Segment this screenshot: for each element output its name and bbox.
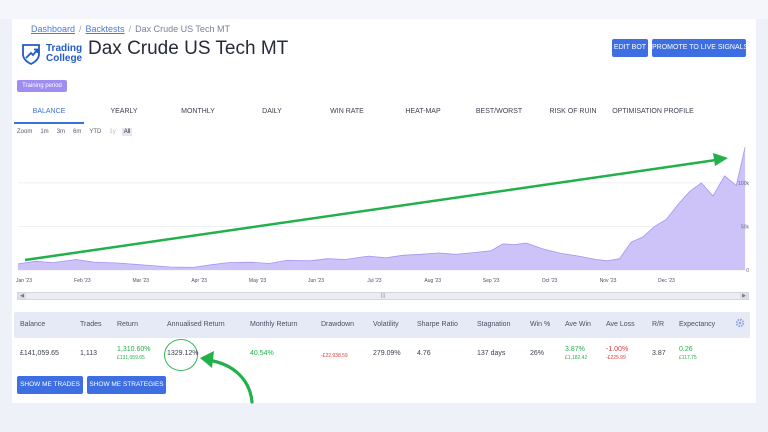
stat-header-trades: Trades: [80, 321, 102, 328]
scrollbar-grip-icon[interactable]: |||: [381, 293, 385, 299]
tab-balance[interactable]: BALANCE: [14, 102, 84, 124]
stat-header-volatility: Volatility: [373, 321, 399, 328]
x-tick-label: Sep '23: [483, 278, 500, 284]
top-background-strip: [0, 0, 768, 19]
breadcrumb-current: Dax Crude US Tech MT: [135, 24, 230, 34]
stat-volatility-value: 279.09%: [373, 350, 401, 357]
y-axis-ticks: 0 50k 100k: [738, 181, 749, 274]
logo-text-line1: Trading: [46, 43, 83, 54]
curved-arrow-annotation: [200, 351, 254, 404]
tab-optimisation-profile[interactable]: OPTIMISATION PROFILE: [612, 108, 694, 115]
stat-header-balance: Balance: [20, 321, 46, 328]
trend-arrow-annotation: [24, 153, 728, 262]
y-tick-label: 100k: [738, 181, 749, 187]
stat-ave-win-pct-value: 3.87%: [565, 346, 585, 353]
zoom-ytd-button[interactable]: YTD: [89, 129, 102, 135]
annualised-return-highlight-circle: [164, 339, 198, 371]
chart-navigator-scrollbar[interactable]: ◀ ||| ▶: [17, 292, 749, 300]
stat-balance-value: £141,059.65: [20, 350, 59, 357]
x-tick-label: May '23: [249, 278, 267, 284]
stat-drawdown-value: -£22,938.59: [321, 353, 348, 359]
stat-annualised-return-value: 1329.12%: [167, 350, 199, 357]
zoom-1m-button[interactable]: 1m: [40, 129, 49, 135]
stat-expectancy-pct-value: 0.26: [679, 346, 693, 353]
stat-stagnation-value: 137 days: [477, 350, 506, 357]
x-tick-label: Apr '23: [191, 278, 207, 284]
stat-return-abs-value: £131,059.65: [117, 355, 145, 361]
y-tick-label: 0: [746, 268, 749, 274]
stat-monthly-return-value: 40.54%: [250, 350, 274, 357]
breadcrumb-separator: /: [79, 24, 82, 34]
edit-bot-button[interactable]: EDIT BOT: [612, 39, 648, 57]
stat-win-pct-value: 26%: [530, 350, 545, 357]
tab-daily[interactable]: DAILY: [262, 108, 282, 115]
x-tick-label: Oct '23: [542, 278, 558, 284]
stat-return-pct-value: 1,310.60%: [117, 346, 151, 353]
balance-chart[interactable]: 0 50k 100k Jan '23 Feb '23 Mar '23 Apr '23 May…: [12, 142, 756, 290]
stat-ave-loss-abs-value: -£225.99: [606, 355, 626, 361]
breadcrumb-dashboard-link[interactable]: Dashboard: [31, 24, 76, 34]
zoom-6m-button[interactable]: 6m: [73, 129, 82, 135]
breadcrumb-separator: /: [128, 24, 132, 34]
zoom-all-button[interactable]: All: [121, 128, 133, 136]
stat-rr-value: 3.87: [652, 350, 666, 357]
tab-monthly[interactable]: MONTHLY: [181, 108, 215, 115]
stat-header-sharpe-ratio: Sharpe Ratio: [417, 321, 458, 328]
stats-header-row: [14, 312, 750, 338]
stat-sharpe-ratio-value: 4.76: [417, 350, 431, 357]
x-axis-ticks: Jan '23 Feb '23 Mar '23 Apr '23 May '23 Jun '…: [16, 278, 675, 284]
promote-to-live-signals-button[interactable]: PROMOTE TO LIVE SIGNALS: [652, 39, 748, 57]
gear-icon[interactable]: [735, 318, 745, 328]
stat-header-return: Return: [117, 321, 139, 328]
stat-trades-value: 1,113: [80, 350, 97, 357]
tab-best-worst[interactable]: BEST/WORST: [475, 108, 523, 115]
y-tick-label: 50k: [741, 224, 750, 230]
breadcrumb: Dashboard / Backtests / Dax Crude US Tech MT: [31, 24, 230, 34]
tab-risk-of-ruin[interactable]: RISK OF RUIN: [549, 108, 597, 115]
breadcrumb-backtests-link[interactable]: Backtests: [85, 24, 125, 34]
stat-header-stagnation: Stagnation: [477, 321, 511, 328]
stat-header-ave-win: Ave Win: [565, 321, 591, 328]
stat-header-drawdown: Drawdown: [321, 321, 355, 328]
scroll-left-arrow-icon[interactable]: ◀: [18, 293, 26, 299]
zoom-label: Zoom: [17, 129, 33, 135]
stat-header-annualised-return: Annualised Return: [167, 321, 225, 328]
x-tick-label: Dec '23: [658, 278, 675, 284]
x-tick-label: Jun '23: [308, 278, 324, 284]
stat-header-win-pct: Win %: [530, 321, 551, 328]
stat-header-monthly-return: Monthly Return: [250, 321, 298, 328]
training-period-badge: Training period: [17, 80, 67, 92]
stat-ave-loss-pct-value: -1.00%: [606, 346, 629, 353]
tab-win-rate[interactable]: WIN RATE: [330, 108, 364, 115]
backtest-card: [12, 19, 756, 403]
x-tick-label: Nov '23: [600, 278, 617, 284]
stat-expectancy-abs-value: £117.75: [679, 355, 697, 361]
tab-heat-map[interactable]: HEAT-MAP: [405, 108, 441, 115]
trading-college-logo[interactable]: Trading College: [20, 42, 82, 66]
stat-header-ave-loss: Ave Loss: [606, 321, 635, 328]
zoom-1y-button: 1y: [109, 129, 116, 135]
show-me-strategies-button[interactable]: SHOW ME STRATEGIES: [87, 376, 166, 394]
balance-area: [18, 147, 746, 270]
stat-header-rr: R/R: [652, 321, 665, 328]
zoom-selector: Zoom 1m 3m 6m YTD 1y All: [17, 128, 136, 138]
show-me-trades-button[interactable]: SHOW ME TRADES: [17, 376, 83, 394]
balance-line: [17, 147, 746, 268]
zoom-3m-button[interactable]: 3m: [56, 129, 66, 135]
shield-arrow-icon: [22, 44, 40, 65]
scroll-right-arrow-icon[interactable]: ▶: [740, 293, 748, 299]
x-tick-label: Jul '23: [367, 278, 382, 284]
tab-yearly[interactable]: YEARLY: [110, 108, 138, 115]
x-tick-label: Jan '23: [16, 278, 32, 284]
chart-tabs: BALANCE YEARLY MONTHLY DAILY WIN RATE HE…: [12, 102, 756, 124]
x-tick-label: Mar '23: [133, 278, 150, 284]
page-title: Dax Crude US Tech MT: [88, 38, 289, 59]
stat-header-expectancy: Expectancy: [679, 321, 716, 328]
stat-ave-win-abs-value: £1,182.42: [565, 355, 588, 361]
logo-text-line2: College: [46, 53, 83, 64]
bottom-background-strip: [0, 403, 768, 432]
x-tick-label: Feb '23: [74, 278, 91, 284]
x-tick-label: Aug '23: [424, 278, 441, 284]
